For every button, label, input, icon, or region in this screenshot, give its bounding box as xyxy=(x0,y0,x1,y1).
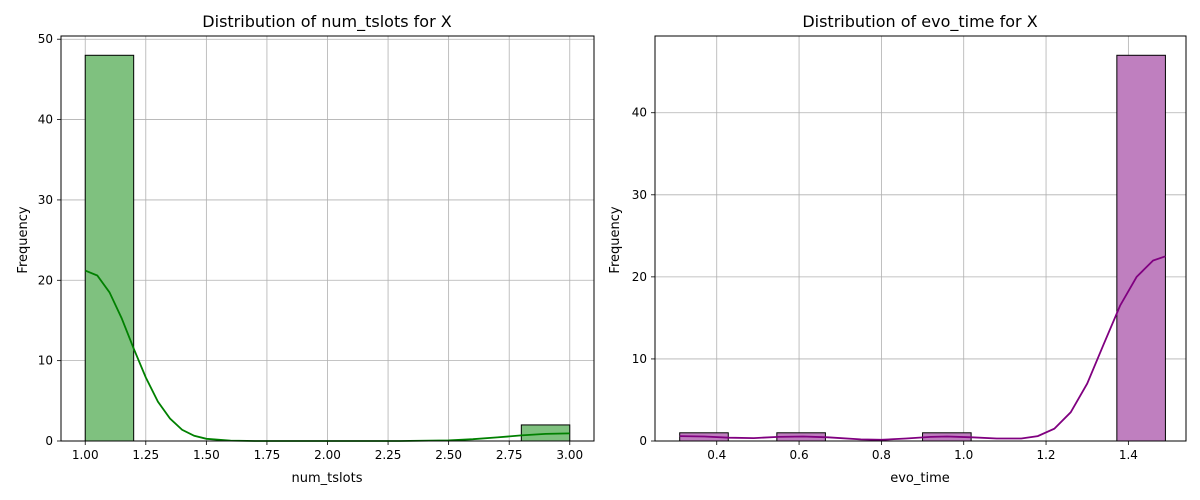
x-tick-label: 2.50 xyxy=(435,448,462,462)
x-tick-label: 3.00 xyxy=(556,448,583,462)
x-tick-label: 1.75 xyxy=(254,448,281,462)
x-tick-label: 2.75 xyxy=(496,448,523,462)
histogram-panel-num-tslots: Distribution of num_tslots for X num_tsl… xyxy=(16,12,595,486)
x-tick-label: 2.25 xyxy=(375,448,402,462)
y-tick-label: 30 xyxy=(632,188,647,202)
x-tick-label: 0.6 xyxy=(790,448,809,462)
x-tick-label: 1.00 xyxy=(72,448,99,462)
histogram-bar xyxy=(1116,54,1166,442)
y-tick-label: 10 xyxy=(38,354,53,368)
x-tick-label: 0.4 xyxy=(707,448,726,462)
plot-area: 1.00 1.25 1.50 1.75 2.00 2.25 2.50 2.75 3.00 0 10 2… xyxy=(38,32,595,462)
chart-title: Distribution of evo_time for X xyxy=(802,12,1037,32)
y-tick-label: 50 xyxy=(38,32,53,46)
y-tick-label: 10 xyxy=(632,352,647,366)
y-tick-label: 40 xyxy=(632,106,647,120)
chart-title: Distribution of num_tslots for X xyxy=(202,12,451,32)
x-axis-label: evo_time xyxy=(890,471,950,486)
y-axis-label: Frequency xyxy=(16,206,31,273)
y-tick-label: 30 xyxy=(38,193,53,207)
histogram-panel-evo-time: Distribution of evo_time for X evo_time … xyxy=(608,12,1187,486)
axes-frame xyxy=(654,35,1187,442)
y-tick-label: 0 xyxy=(639,434,647,448)
y-axis-label: Frequency xyxy=(608,206,623,273)
y-tick-label: 40 xyxy=(38,113,53,127)
x-tick-label: 1.50 xyxy=(193,448,220,462)
x-tick-label: 0.8 xyxy=(872,448,891,462)
plot-area: 0.4 0.6 0.8 1.0 1.2 1.4 0 10 20 30 40 xyxy=(632,35,1187,462)
x-axis-label: num_tslots xyxy=(292,471,363,486)
x-tick-label: 2.00 xyxy=(314,448,341,462)
axes-frame xyxy=(60,35,595,442)
x-tick-label: 1.0 xyxy=(954,448,973,462)
kde-line xyxy=(679,255,1166,441)
x-tick-label: 1.2 xyxy=(1036,448,1055,462)
y-tick-label: 20 xyxy=(632,270,647,284)
histogram-bar xyxy=(84,54,135,442)
y-tick-label: 0 xyxy=(45,434,53,448)
kde-line xyxy=(84,269,570,442)
x-tick-label: 1.25 xyxy=(132,448,159,462)
x-tick-label: 1.4 xyxy=(1119,448,1138,462)
y-tick-label: 20 xyxy=(38,273,53,287)
